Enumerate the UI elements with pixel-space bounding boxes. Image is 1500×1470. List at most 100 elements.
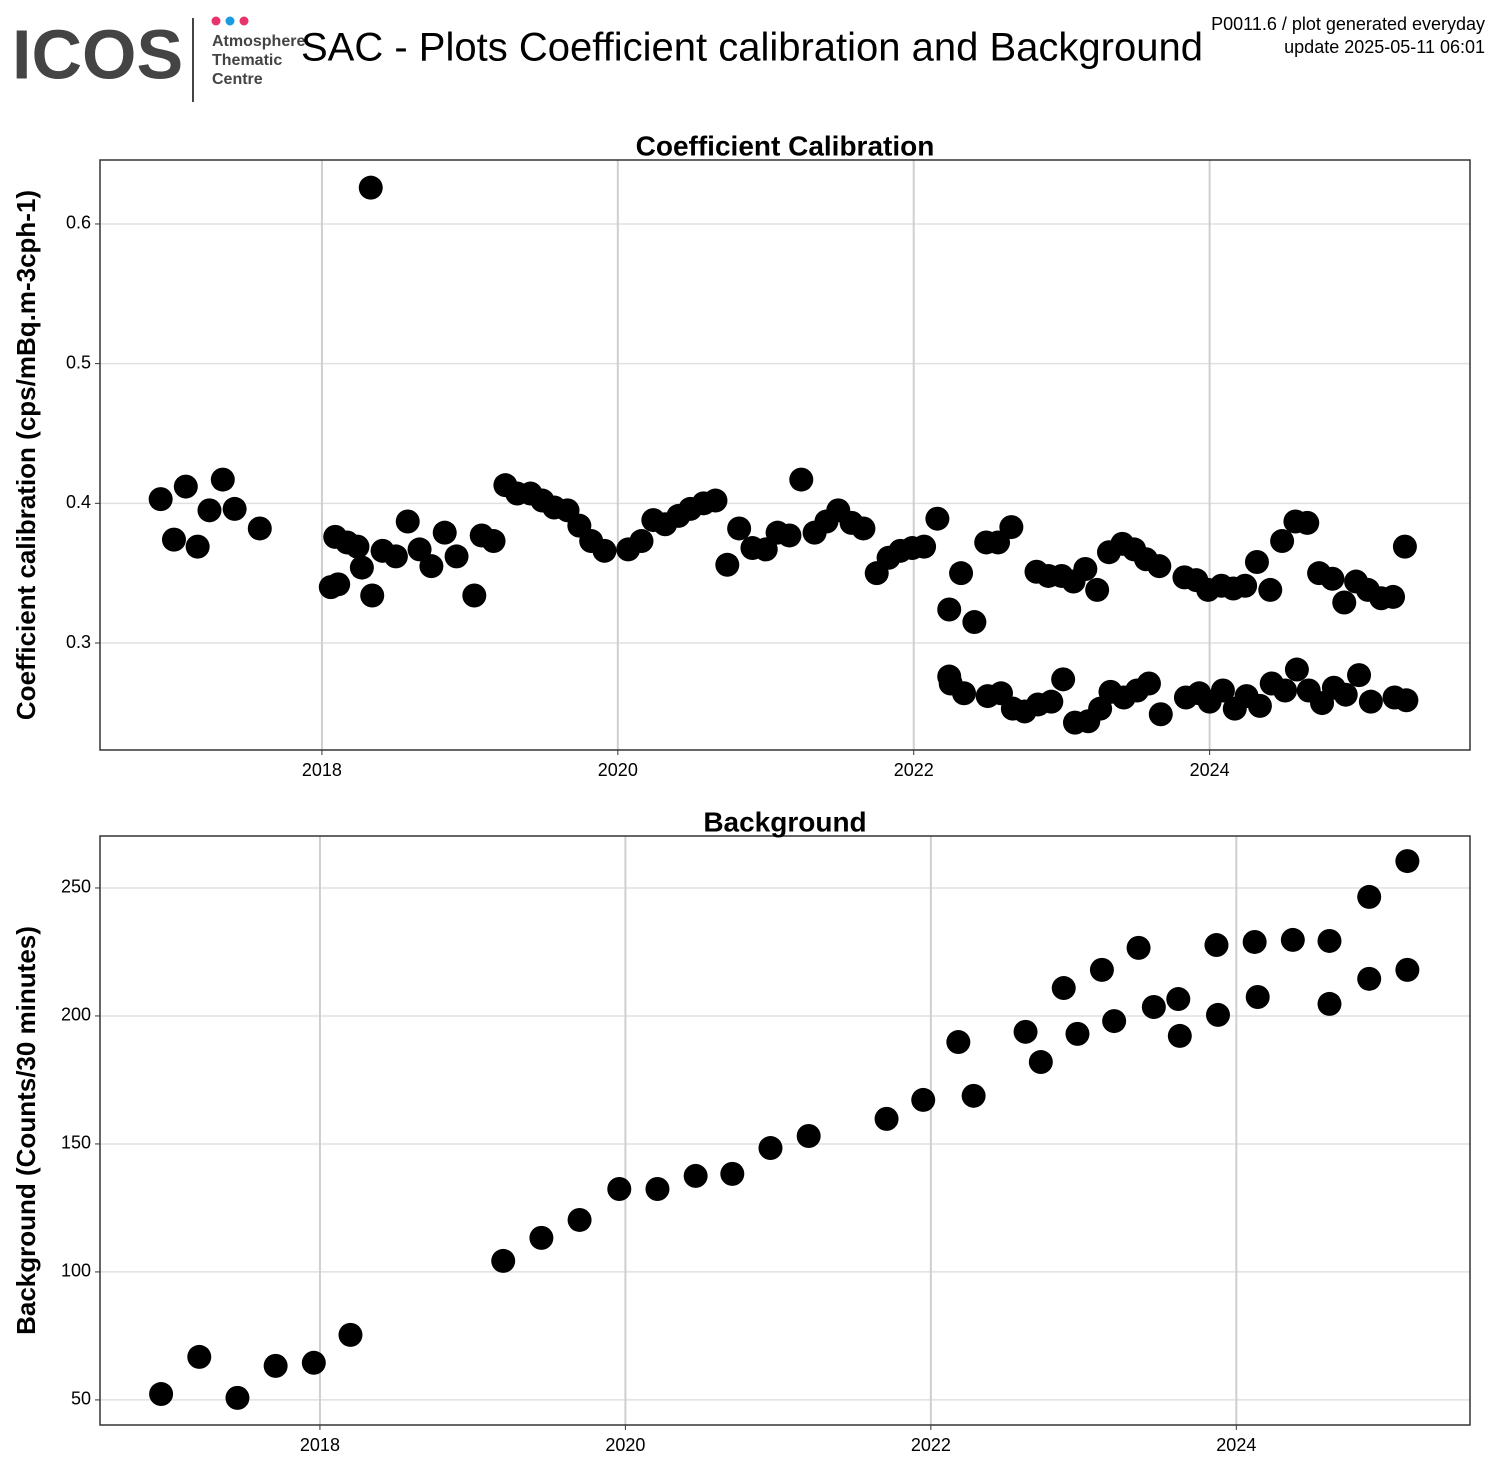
point xyxy=(360,583,385,608)
point xyxy=(1073,556,1098,581)
point xyxy=(1280,927,1305,952)
point xyxy=(753,537,778,562)
point xyxy=(1233,573,1258,598)
y-tick-label: 100 xyxy=(61,1261,91,1281)
point xyxy=(301,1350,326,1375)
x-tick-label: 2024 xyxy=(1216,1435,1256,1455)
point xyxy=(925,506,950,531)
y-axis-label: Background (Counts/30 minutes) xyxy=(11,926,41,1335)
point xyxy=(1141,994,1166,1019)
point xyxy=(1028,1050,1053,1075)
point xyxy=(961,1083,986,1108)
point xyxy=(1357,884,1382,909)
point xyxy=(1317,928,1342,953)
point xyxy=(1065,1021,1090,1046)
logo-dot xyxy=(211,16,221,26)
point xyxy=(1395,849,1420,874)
point xyxy=(462,583,487,608)
point xyxy=(720,1161,745,1186)
y-tick-label: 150 xyxy=(61,1133,91,1153)
point xyxy=(197,498,222,523)
y-tick-label: 200 xyxy=(61,1005,91,1025)
plot-border xyxy=(99,835,1471,1426)
point xyxy=(683,1163,708,1188)
logo-dot xyxy=(225,16,235,26)
point xyxy=(491,1248,516,1273)
point xyxy=(715,552,740,577)
point xyxy=(607,1176,632,1201)
plot-background xyxy=(100,160,1470,750)
point xyxy=(529,1225,554,1250)
point xyxy=(789,467,814,492)
info-line: update 2025-05-11 06:01 xyxy=(1284,37,1485,57)
point xyxy=(407,537,432,562)
point xyxy=(1245,985,1270,1010)
point xyxy=(358,175,383,200)
point xyxy=(777,523,802,548)
point xyxy=(1102,1009,1127,1034)
point xyxy=(481,529,506,554)
point xyxy=(1394,688,1419,713)
point xyxy=(1148,702,1173,727)
point xyxy=(937,597,962,622)
point xyxy=(1247,693,1272,718)
point xyxy=(173,474,198,499)
y-tick-label: 50 xyxy=(71,1389,91,1409)
point xyxy=(952,681,977,706)
point xyxy=(161,527,186,552)
plot-background xyxy=(100,836,1470,1425)
point xyxy=(1270,529,1295,554)
point xyxy=(962,610,987,635)
point xyxy=(1273,678,1298,703)
point xyxy=(1089,957,1114,982)
logo-dot xyxy=(239,16,249,26)
info-line: P0011.6 / plot generated everyday xyxy=(1211,14,1485,34)
chart-title: Background xyxy=(703,806,866,837)
point xyxy=(629,529,654,554)
point xyxy=(1166,987,1191,1012)
point xyxy=(1258,577,1283,602)
point xyxy=(247,516,272,541)
logo-line: Atmosphere xyxy=(212,33,305,50)
point xyxy=(263,1353,288,1378)
point xyxy=(1051,976,1076,1001)
point xyxy=(225,1385,250,1410)
point xyxy=(1357,966,1382,991)
point xyxy=(946,1030,971,1055)
point xyxy=(338,1322,363,1347)
point xyxy=(1332,590,1357,615)
point xyxy=(999,515,1024,540)
point xyxy=(1136,671,1161,696)
point xyxy=(874,1106,899,1131)
point xyxy=(1320,566,1345,591)
point xyxy=(345,534,370,559)
point xyxy=(645,1176,670,1201)
x-tick-label: 2018 xyxy=(300,1435,340,1455)
point xyxy=(187,1344,212,1369)
point xyxy=(703,488,728,513)
x-tick-label: 2024 xyxy=(1190,760,1230,780)
point xyxy=(432,520,457,545)
point xyxy=(1204,933,1229,958)
x-tick-label: 2020 xyxy=(598,760,638,780)
point xyxy=(1039,689,1064,714)
point xyxy=(1381,584,1406,609)
point xyxy=(1395,957,1420,982)
point xyxy=(1205,1002,1230,1027)
point xyxy=(567,1207,592,1232)
point xyxy=(727,516,752,541)
y-tick-label: 0.3 xyxy=(66,632,91,652)
y-axis-label: Coefficient calibration (cps/mBq.m-3cph-… xyxy=(11,190,41,720)
point xyxy=(444,544,469,569)
y-tick-label: 0.6 xyxy=(66,213,91,233)
point xyxy=(949,561,974,586)
point xyxy=(1085,577,1110,602)
point xyxy=(1244,549,1269,574)
point xyxy=(1392,534,1417,559)
plot-border xyxy=(99,159,1471,751)
point xyxy=(1167,1023,1192,1048)
point xyxy=(185,534,210,559)
point xyxy=(395,509,420,534)
point xyxy=(1051,667,1076,692)
